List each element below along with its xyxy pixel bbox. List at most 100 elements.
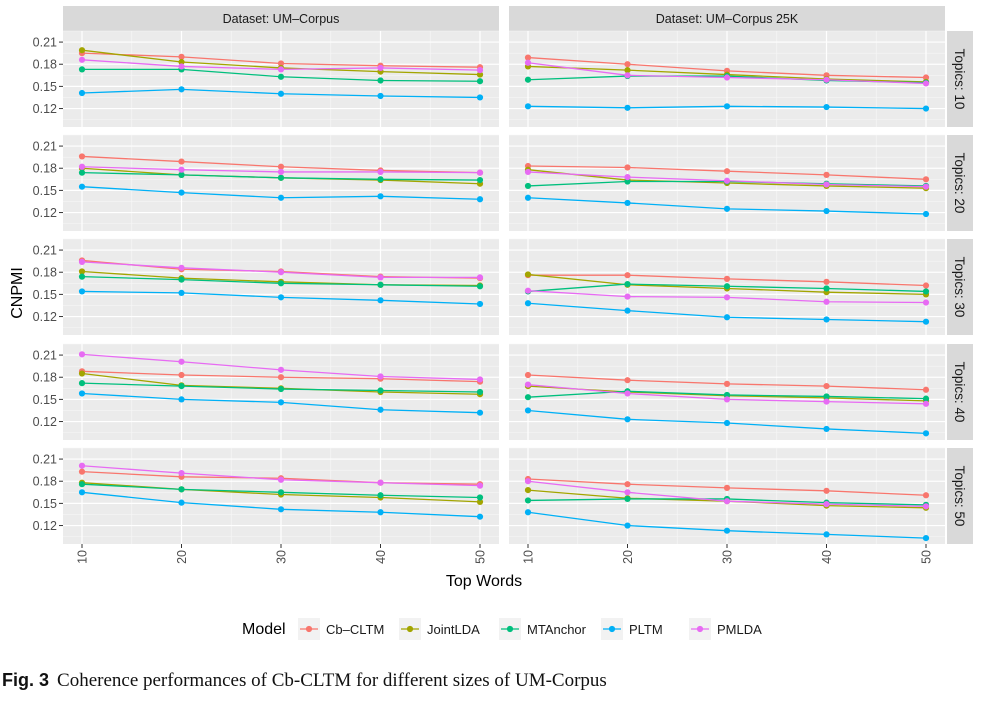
data-point bbox=[823, 285, 830, 292]
data-point bbox=[476, 409, 484, 416]
data-point bbox=[624, 173, 631, 181]
data-point bbox=[377, 406, 384, 413]
data-point bbox=[723, 74, 731, 81]
faceted-line-chart: Dataset: UM–Corpus Dataset: UM–Corpus 25K… bbox=[9, 6, 973, 640]
y-tick-label: 0.15 bbox=[33, 497, 57, 511]
y-tick-label: 0.18 bbox=[33, 371, 57, 385]
data-point bbox=[624, 522, 631, 529]
data-point bbox=[624, 416, 631, 423]
data-point bbox=[624, 481, 631, 488]
data-point bbox=[524, 76, 532, 83]
y-tick-label: 0.12 bbox=[33, 102, 57, 116]
x-tick-label: 40 bbox=[374, 550, 388, 564]
data-point bbox=[277, 476, 285, 483]
row-strip-label: Topics: 50 bbox=[952, 466, 967, 527]
data-point bbox=[277, 374, 285, 381]
data-point bbox=[377, 373, 384, 380]
x-tick-label: 50 bbox=[920, 550, 934, 564]
data-point bbox=[922, 299, 930, 306]
data-point bbox=[624, 272, 631, 279]
data-point bbox=[277, 66, 285, 73]
x-tick-label: 20 bbox=[621, 550, 635, 564]
data-point bbox=[178, 486, 185, 493]
y-tick-label: 0.18 bbox=[33, 162, 57, 176]
data-point bbox=[277, 73, 285, 80]
row-strip bbox=[947, 135, 973, 231]
data-point bbox=[723, 419, 731, 427]
data-point bbox=[823, 531, 830, 538]
data-point bbox=[723, 391, 731, 399]
data-point bbox=[922, 492, 930, 499]
data-point bbox=[723, 294, 731, 301]
data-point bbox=[277, 60, 285, 67]
data-point bbox=[922, 430, 930, 437]
data-point bbox=[823, 103, 830, 111]
data-point bbox=[277, 194, 285, 201]
legend-title: Model bbox=[242, 621, 286, 638]
data-point bbox=[78, 89, 86, 97]
y-tick-label: 0.15 bbox=[33, 80, 57, 94]
row-strip-label: Topics: 20 bbox=[952, 153, 967, 214]
data-point bbox=[377, 274, 384, 281]
data-point bbox=[524, 371, 532, 379]
data-point bbox=[178, 382, 185, 390]
data-point bbox=[78, 258, 86, 265]
data-point bbox=[377, 297, 384, 304]
data-point bbox=[524, 300, 532, 307]
x-tick-label: 10 bbox=[76, 550, 90, 564]
data-point bbox=[476, 71, 484, 78]
legend-entry-label: Cb–CLTM bbox=[326, 622, 384, 637]
data-point bbox=[277, 294, 285, 301]
data-point bbox=[178, 276, 185, 283]
data-point bbox=[277, 366, 285, 373]
data-point bbox=[624, 293, 631, 300]
legend-key-point bbox=[406, 625, 414, 633]
data-point bbox=[78, 268, 86, 275]
data-point bbox=[78, 169, 86, 176]
data-point bbox=[78, 66, 86, 73]
data-point bbox=[277, 489, 285, 496]
data-point bbox=[377, 387, 384, 394]
data-point bbox=[823, 181, 830, 188]
data-point bbox=[922, 176, 930, 183]
data-point bbox=[476, 78, 484, 85]
data-point bbox=[178, 189, 185, 196]
data-point bbox=[78, 153, 86, 160]
y-tick-label: 0.12 bbox=[33, 415, 57, 429]
row-strip bbox=[947, 344, 973, 440]
data-point bbox=[723, 275, 731, 282]
data-point bbox=[624, 307, 631, 314]
figure-caption: Fig. 3 Coherence performances of Cb-CLTM … bbox=[2, 670, 982, 692]
y-tick-label: 0.12 bbox=[33, 310, 57, 324]
data-point bbox=[624, 67, 631, 74]
y-tick-label: 0.18 bbox=[33, 266, 57, 280]
data-point bbox=[178, 158, 185, 165]
data-point bbox=[178, 58, 185, 66]
data-point bbox=[823, 278, 830, 285]
x-tick-label: 40 bbox=[820, 550, 834, 564]
data-point bbox=[476, 169, 484, 176]
y-tick-label: 0.12 bbox=[33, 206, 57, 220]
data-point bbox=[723, 527, 731, 534]
data-point bbox=[723, 168, 731, 175]
data-point bbox=[78, 462, 86, 469]
data-point bbox=[377, 77, 384, 84]
y-axis-title: CNPMI bbox=[9, 267, 26, 319]
data-point bbox=[524, 478, 532, 485]
data-point bbox=[277, 506, 285, 513]
caption-text: Coherence performances of Cb-CLTM for di… bbox=[57, 670, 607, 691]
data-point bbox=[277, 168, 285, 176]
legend-entry-label: JointLDA bbox=[427, 622, 480, 637]
data-point bbox=[823, 207, 830, 215]
y-tick-label: 0.21 bbox=[33, 140, 57, 154]
data-point bbox=[277, 90, 285, 97]
column-strip bbox=[509, 6, 945, 31]
y-tick-label: 0.21 bbox=[33, 453, 57, 467]
y-tick-label: 0.15 bbox=[33, 288, 57, 302]
data-point bbox=[922, 503, 930, 510]
data-point bbox=[823, 171, 830, 178]
data-point bbox=[524, 497, 532, 504]
data-point bbox=[78, 56, 86, 63]
data-point bbox=[723, 498, 731, 505]
data-point bbox=[922, 288, 930, 295]
